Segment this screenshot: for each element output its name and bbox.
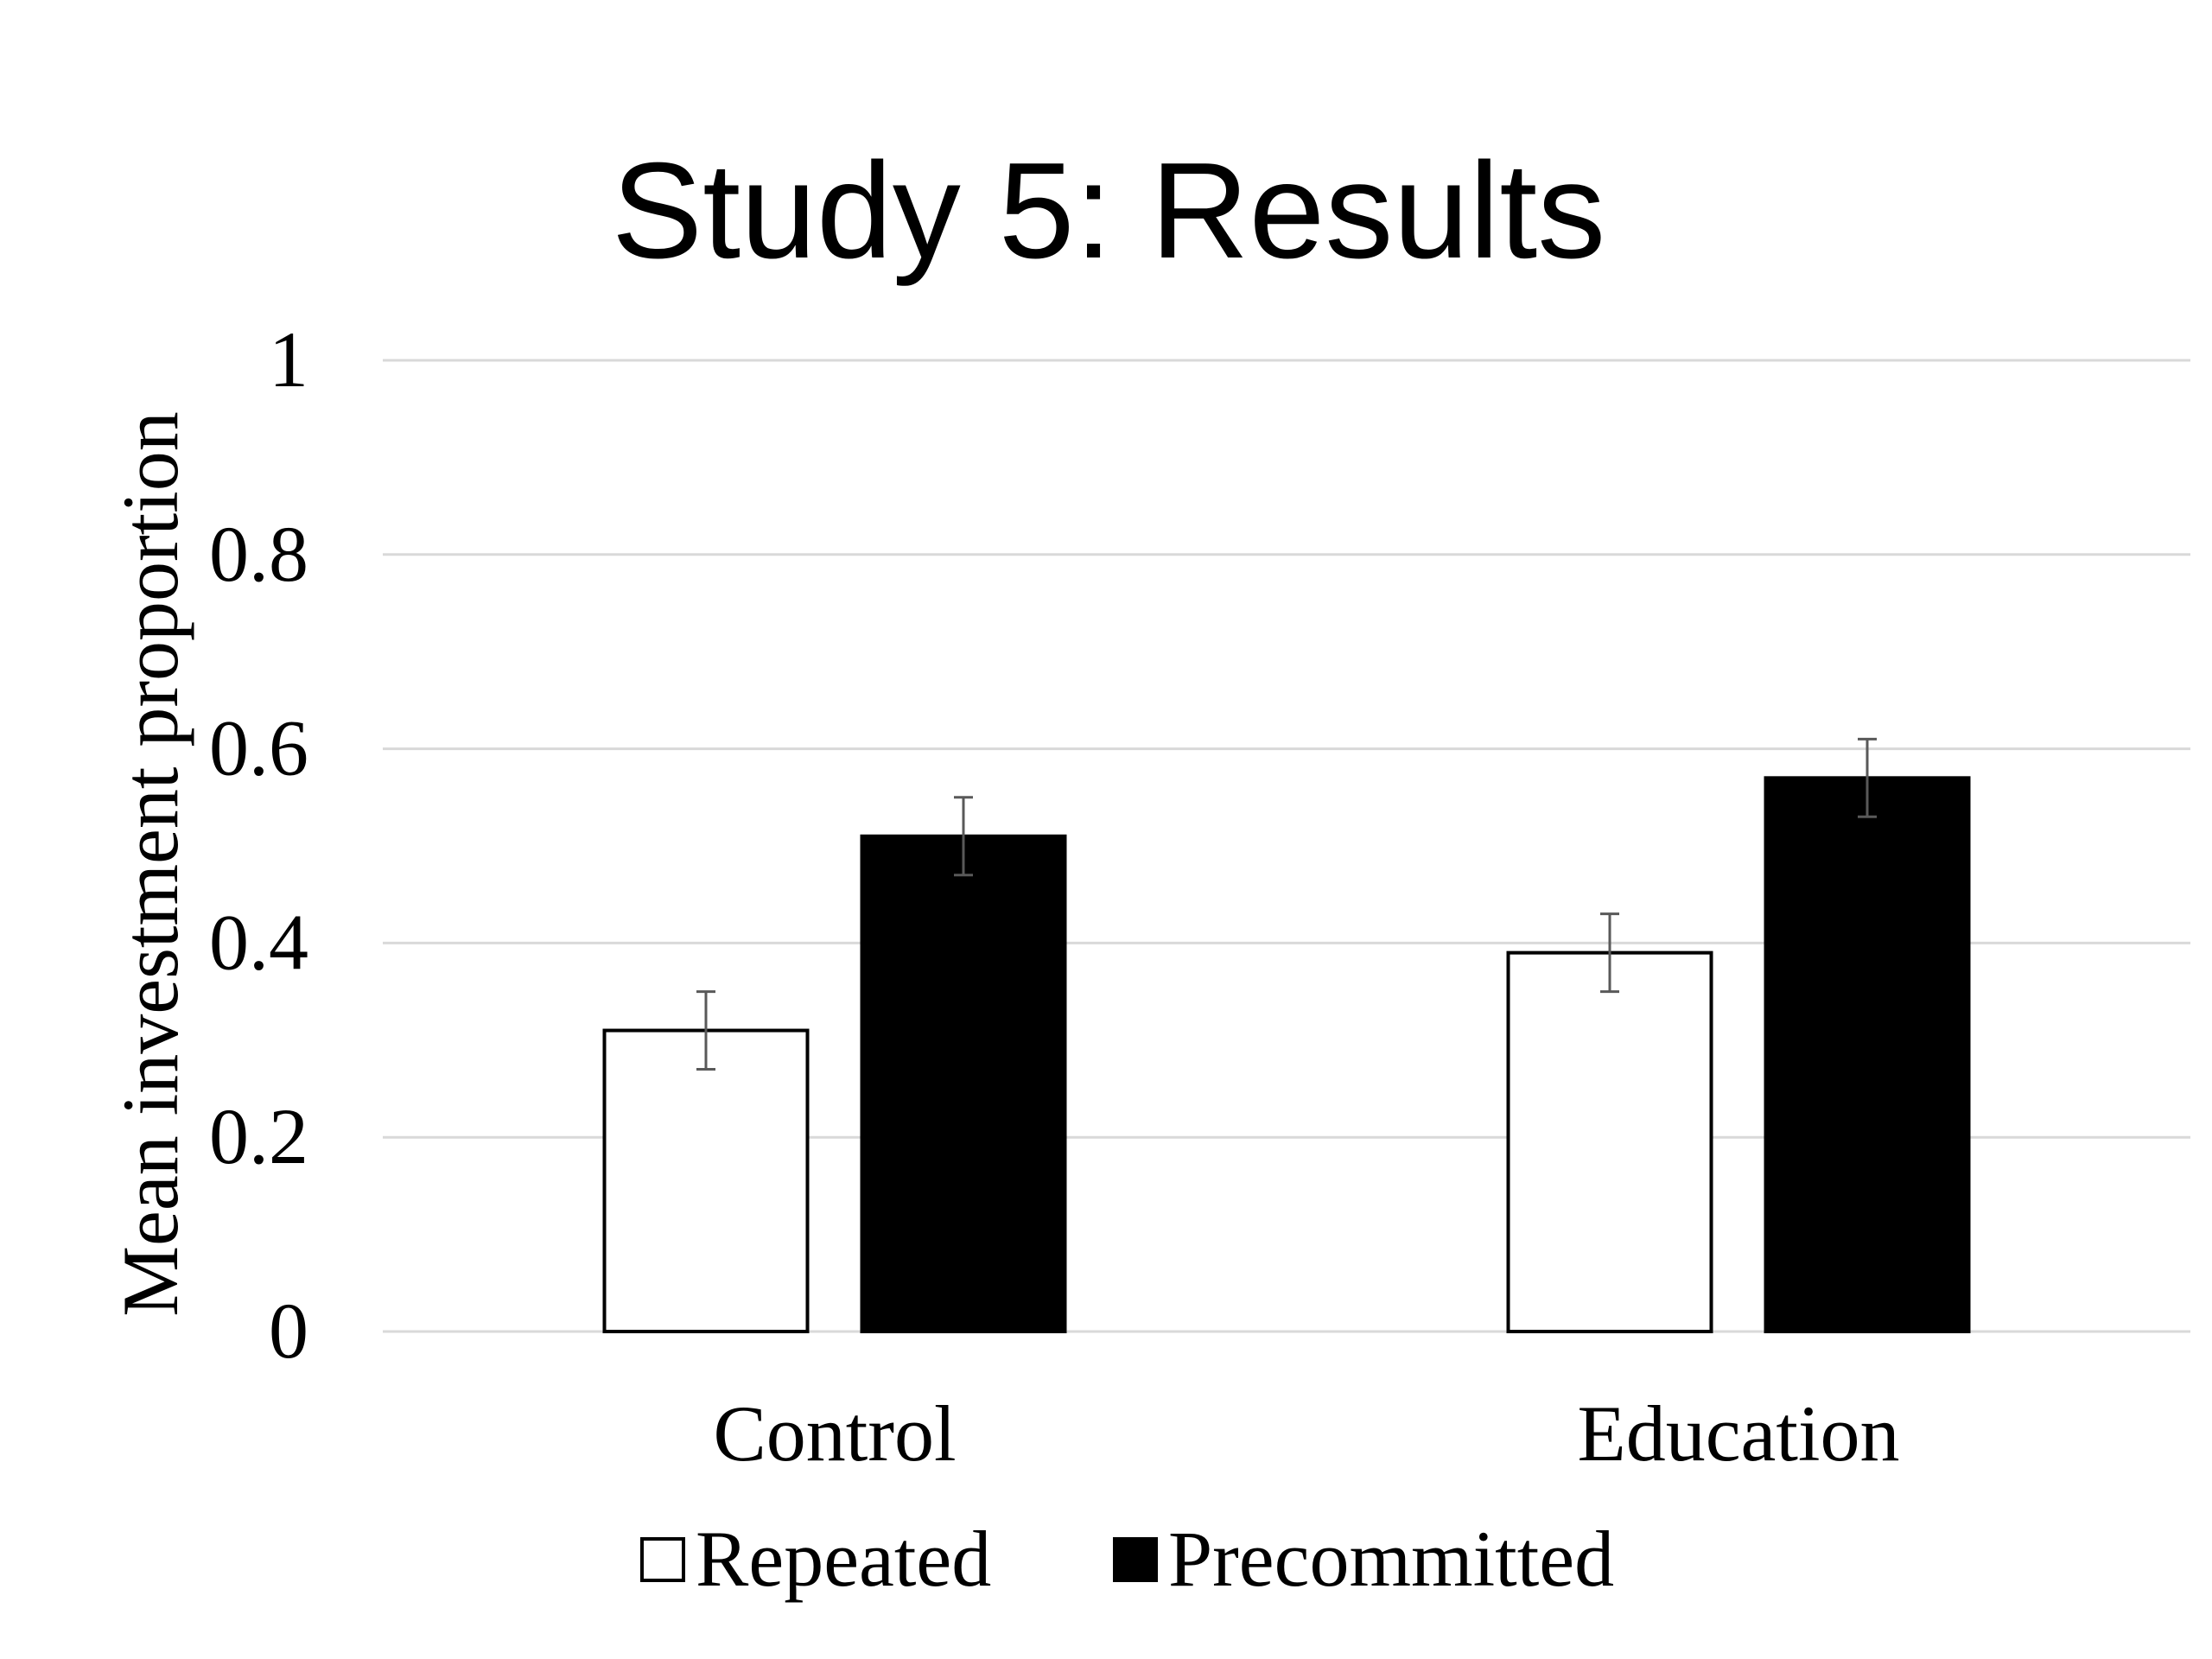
y-tick-label: 0 [269, 1287, 308, 1375]
y-tick-label: 0.8 [209, 510, 308, 598]
legend: Repeated Precommitted [640, 1515, 1614, 1603]
y-tick-label: 0.2 [209, 1092, 308, 1180]
y-tick-label: 0.4 [209, 898, 308, 986]
x-tick-label: Control [713, 1389, 956, 1478]
chart-title: Study 5: Results [612, 135, 1605, 287]
legend-label-repeated: Repeated [696, 1515, 991, 1603]
bars [602, 776, 1971, 1334]
y-tick-label: 0.6 [209, 704, 308, 792]
x-tick-label: Education [1578, 1389, 1900, 1478]
bar-repeated-education [1506, 950, 1713, 1333]
legend-swatch-precommitted [1113, 1537, 1158, 1582]
bar-repeated-control [602, 1028, 810, 1334]
bar-precommitted-education [1764, 776, 1971, 1333]
y-axis-ticks: 0 0.2 0.4 0.6 0.8 1 [209, 315, 308, 1375]
legend-swatch-repeated [640, 1537, 685, 1582]
bar-precommitted-control [860, 834, 1067, 1333]
y-tick-label: 1 [269, 315, 308, 404]
x-axis-ticks: Control Education [713, 1389, 1899, 1478]
error-bars [696, 737, 1877, 1071]
y-axis-label: Mean investment proportion [106, 411, 194, 1317]
legend-label-precommitted: Precommitted [1168, 1515, 1614, 1603]
